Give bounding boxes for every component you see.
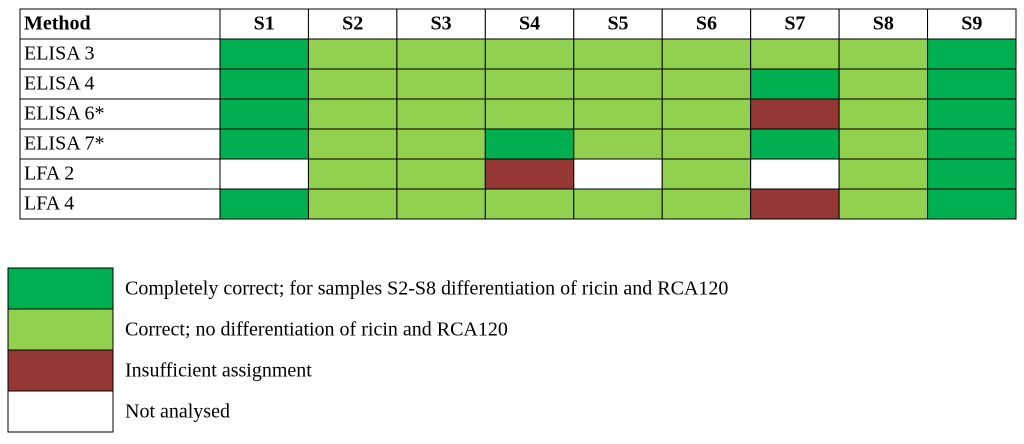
status-cell	[307, 158, 398, 190]
status-cell	[573, 68, 663, 100]
status-cell	[573, 188, 663, 220]
header-cell	[750, 8, 840, 40]
header-text: Method	[24, 13, 91, 35]
status-cell	[396, 158, 486, 190]
status-cell	[838, 188, 929, 220]
header-cell	[219, 8, 309, 40]
status-cell	[219, 128, 309, 160]
status-cell	[661, 158, 752, 190]
header-text: S8	[873, 13, 894, 35]
legend-label: Insufficient assignment	[125, 360, 312, 382]
header-text: S5	[607, 13, 628, 35]
status-cell	[750, 98, 840, 130]
status-cell	[750, 38, 840, 70]
header-text: S6	[696, 13, 717, 35]
status-cell	[219, 158, 309, 190]
status-cell	[396, 128, 486, 160]
status-cell	[927, 38, 1017, 70]
row-label-cell	[19, 188, 221, 220]
legend-swatch	[7, 267, 114, 310]
status-cell	[484, 68, 575, 100]
status-cell	[573, 158, 663, 190]
status-cell	[219, 98, 309, 130]
status-cell	[396, 98, 486, 130]
status-cell	[219, 68, 309, 100]
header-text: S3	[431, 13, 452, 35]
legend-swatch	[7, 349, 114, 392]
status-cell	[661, 98, 752, 130]
status-cell	[661, 188, 752, 220]
status-cell	[927, 128, 1017, 160]
legend-swatch	[7, 390, 114, 433]
status-cell	[927, 158, 1017, 190]
row-label-cell	[19, 68, 221, 100]
status-cell	[838, 128, 929, 160]
header-cell	[573, 8, 663, 40]
status-cell	[307, 188, 398, 220]
status-cell	[927, 98, 1017, 130]
row-label: LFA 4	[24, 193, 74, 215]
legend-label: Not analysed	[125, 401, 230, 423]
status-cell	[838, 98, 929, 130]
status-cell	[484, 38, 575, 70]
status-cell	[927, 68, 1017, 100]
status-cell	[396, 68, 486, 100]
status-cell	[750, 128, 840, 160]
header-text: S1	[254, 13, 275, 35]
status-cell	[838, 68, 929, 100]
status-cell	[219, 38, 309, 70]
status-cell	[838, 38, 929, 70]
status-cell	[307, 128, 398, 160]
status-cell	[219, 188, 309, 220]
status-cell	[396, 38, 486, 70]
row-label: ELISA 7*	[24, 133, 105, 155]
row-label: ELISA 6*	[24, 103, 105, 125]
status-cell	[661, 128, 752, 160]
legend-label: Completely correct; for samples S2-S8 di…	[125, 278, 728, 300]
status-cell	[307, 98, 398, 130]
row-label: ELISA 3	[24, 43, 95, 65]
status-cell	[573, 128, 663, 160]
header-cell	[19, 8, 221, 40]
status-cell	[750, 158, 840, 190]
row-label: LFA 2	[24, 163, 74, 185]
status-cell	[484, 128, 575, 160]
header-text: S9	[961, 13, 982, 35]
row-label-cell	[19, 128, 221, 160]
header-text: S7	[784, 13, 805, 35]
row-label: ELISA 4	[24, 73, 95, 95]
status-cell	[838, 158, 929, 190]
status-cell	[484, 188, 575, 220]
legend-swatch	[7, 308, 114, 351]
header-cell	[927, 8, 1017, 40]
status-cell	[573, 98, 663, 130]
header-text: S2	[342, 13, 363, 35]
status-cell	[750, 68, 840, 100]
status-cell	[573, 38, 663, 70]
status-cell	[307, 38, 398, 70]
status-cell	[927, 188, 1017, 220]
status-cell	[396, 188, 486, 220]
status-cell	[307, 68, 398, 100]
status-cell	[661, 38, 752, 70]
status-cell	[484, 158, 575, 190]
header-text: S4	[519, 13, 540, 35]
status-cell	[484, 98, 575, 130]
status-cell	[661, 68, 752, 100]
status-cell	[750, 188, 840, 220]
legend-label: Correct; no differentiation of ricin and…	[125, 319, 508, 341]
